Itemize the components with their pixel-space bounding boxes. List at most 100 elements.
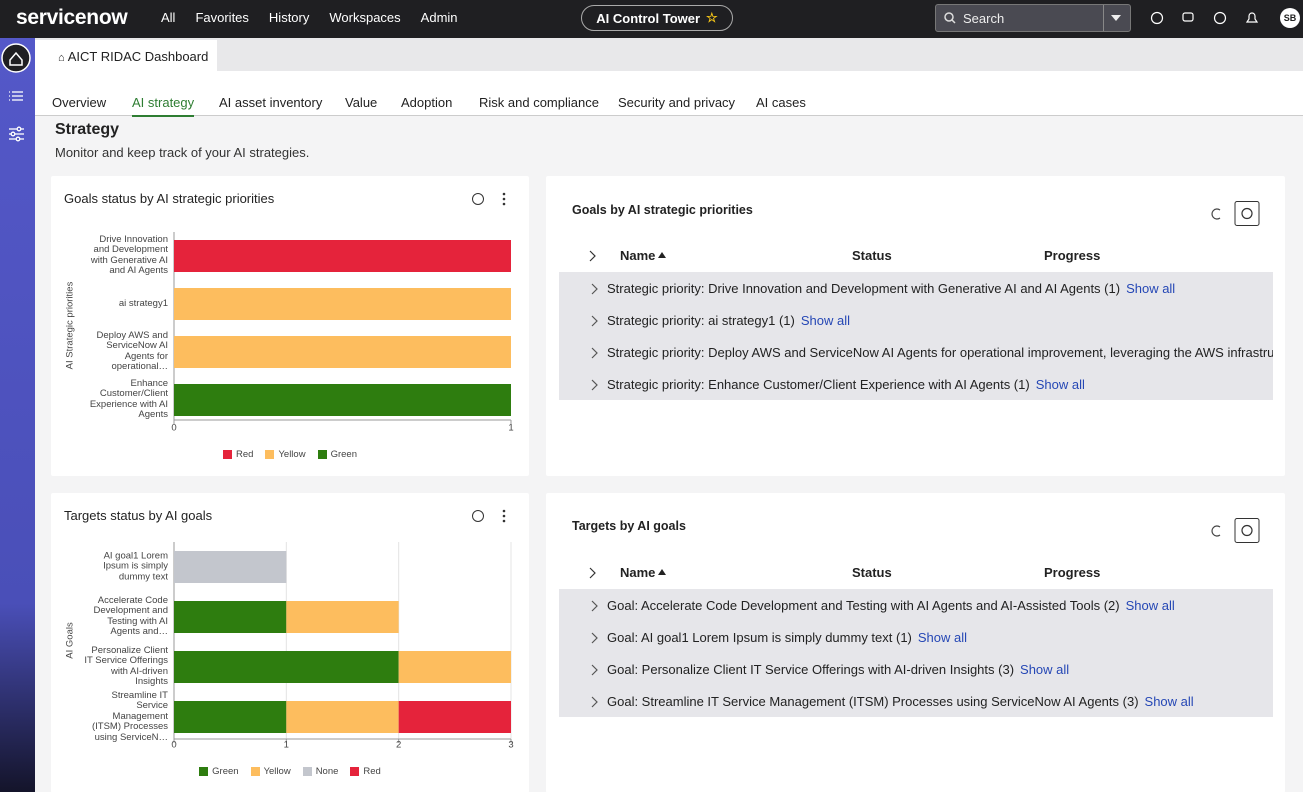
- dashboard-tab[interactable]: AI strategy: [132, 95, 195, 117]
- category-label: Enhance Customer/Client Experience with …: [89, 378, 168, 421]
- bar-segment: [174, 384, 511, 416]
- row-chevron[interactable]: [590, 379, 600, 391]
- table-row[interactable]: Goal: AI goal1 Lorem Ipsum is simply dum…: [559, 621, 1273, 653]
- table-row[interactable]: Goal: Streamline IT Service Management (…: [559, 685, 1273, 717]
- nav-item[interactable]: Admin: [420, 10, 458, 25]
- chart-plot: 0 1 2 3: [171, 542, 514, 751]
- dashboard-tab[interactable]: Adoption: [401, 95, 453, 110]
- category-label: Deploy AWS and ServiceNow AI Agents for …: [96, 330, 168, 373]
- table-row[interactable]: Strategic priority: ai strategy1 (1) Show…: [559, 304, 1273, 336]
- chevron: [591, 696, 598, 708]
- expand-all[interactable]: [588, 567, 598, 579]
- legend-item[interactable]: Yellow: [250, 766, 291, 777]
- row-chevron[interactable]: [590, 664, 600, 676]
- legend-item[interactable]: Green: [199, 766, 239, 777]
- help-icon[interactable]: [1213, 11, 1227, 25]
- show-all-link[interactable]: Show all: [800, 312, 850, 328]
- page-tab[interactable]: ⌂ AICT RIDAC Dashboard: [35, 40, 217, 71]
- legend-item[interactable]: Yellow: [265, 449, 306, 460]
- legend-swatch: [350, 767, 360, 776]
- dashboard-tab[interactable]: Overview: [52, 95, 107, 110]
- settings-button[interactable]: [1234, 201, 1260, 226]
- dashboard-tab[interactable]: Security and privacy: [618, 95, 736, 110]
- row-chevron[interactable]: [590, 347, 600, 359]
- column-header[interactable]: Status: [852, 565, 892, 580]
- legend-swatch: [199, 767, 209, 776]
- bar-segment: [174, 601, 287, 633]
- show-all-link[interactable]: Show all: [1020, 661, 1070, 677]
- table-row[interactable]: Strategic priority: Deploy AWS and Servi…: [559, 336, 1273, 368]
- expand-all[interactable]: [588, 250, 598, 262]
- refresh-icon[interactable]: [1211, 525, 1221, 537]
- dashboard-tab[interactable]: AI asset inventory: [219, 95, 323, 110]
- refresh-icon[interactable]: [1211, 208, 1221, 220]
- search-icon: [944, 12, 956, 24]
- settings-button[interactable]: [1234, 518, 1260, 543]
- dashboard-tab[interactable]: Value: [345, 95, 378, 110]
- legend-item[interactable]: None: [302, 766, 338, 777]
- row-chevron[interactable]: [590, 315, 600, 327]
- column-header[interactable]: Status: [852, 248, 892, 263]
- search-box[interactable]: Search: [935, 4, 1131, 32]
- legend-label: Red: [236, 449, 254, 460]
- row-chevron[interactable]: [590, 696, 600, 708]
- bar-segment: [174, 551, 287, 583]
- star-icon: ☆: [706, 10, 718, 25]
- column-header[interactable]: Progress: [1044, 248, 1101, 263]
- legend-item[interactable]: Red: [350, 766, 381, 777]
- row-chevron[interactable]: [590, 632, 600, 644]
- show-all-link[interactable]: Show all: [1126, 280, 1176, 296]
- table-title: Targets by AI goals: [572, 519, 686, 533]
- row-text: Strategic priority: Deploy AWS and Servi…: [607, 344, 1273, 360]
- legend: Green Yellow None Red: [51, 766, 529, 777]
- bar-segment: [174, 336, 511, 368]
- table-row[interactable]: Strategic priority: Drive Innovation and…: [559, 272, 1273, 304]
- x-tick-label: 0: [171, 740, 176, 751]
- sort-triangle: [658, 569, 666, 575]
- legend-swatch: [250, 767, 260, 776]
- show-all-link[interactable]: Show all: [1035, 376, 1085, 392]
- bar-segment: [174, 240, 511, 272]
- column-header[interactable]: Name: [620, 248, 656, 263]
- info-icon[interactable]: [472, 510, 484, 522]
- avatar[interactable]: SB: [1280, 8, 1300, 28]
- workspace-pill[interactable]: AI Control Tower ☆: [581, 5, 733, 31]
- show-all-link[interactable]: Show all: [917, 629, 968, 645]
- nav-item[interactable]: All: [161, 10, 176, 25]
- row-chevron[interactable]: [590, 283, 600, 295]
- show-all-link[interactable]: Show all: [1144, 693, 1194, 709]
- search-placeholder: Search: [963, 11, 1005, 26]
- logo[interactable]: servicenow: [16, 6, 128, 29]
- dropdown-icon[interactable]: [1111, 15, 1121, 21]
- row-text: Goal: Accelerate Code Development and Te…: [607, 597, 1120, 613]
- nav-item[interactable]: History: [268, 10, 310, 25]
- globe-icon[interactable]: [1150, 11, 1164, 25]
- column-header[interactable]: Progress: [1044, 565, 1101, 580]
- bell-icon[interactable]: [1245, 12, 1259, 23]
- chat-icon[interactable]: [1182, 12, 1194, 22]
- table-row[interactable]: Strategic priority: Enhance Customer/Cli…: [559, 368, 1273, 400]
- main-nav: All Favorites History Workspaces Admin: [161, 10, 458, 25]
- list-icon[interactable]: [9, 91, 23, 101]
- row-chevron[interactable]: [590, 600, 600, 612]
- dashboard-tab[interactable]: AI cases: [756, 95, 806, 110]
- home-button[interactable]: [1, 43, 31, 73]
- table-row[interactable]: Goal: Personalize Client IT Service Offe…: [559, 653, 1273, 685]
- nav-item[interactable]: Favorites: [195, 10, 249, 25]
- table-row[interactable]: Goal: Accelerate Code Development and Te…: [559, 589, 1273, 621]
- show-all-link[interactable]: Show all: [1125, 597, 1175, 613]
- dashboard-tab[interactable]: Risk and compliance: [479, 95, 599, 110]
- nav-item[interactable]: Workspaces: [329, 10, 401, 25]
- gear-icon: [1241, 207, 1253, 220]
- filter-icon[interactable]: [9, 126, 24, 142]
- legend-item[interactable]: Red: [223, 449, 253, 460]
- chevron: [591, 347, 598, 359]
- bar-segment: [398, 651, 511, 683]
- chevron: [589, 250, 596, 262]
- legend-item[interactable]: Green: [317, 449, 357, 460]
- bar-segment: [174, 288, 511, 320]
- section-title: Strategy: [55, 121, 120, 138]
- info-icon[interactable]: [472, 193, 484, 205]
- column-header[interactable]: Name: [620, 565, 656, 580]
- panel-actions: [472, 509, 506, 523]
